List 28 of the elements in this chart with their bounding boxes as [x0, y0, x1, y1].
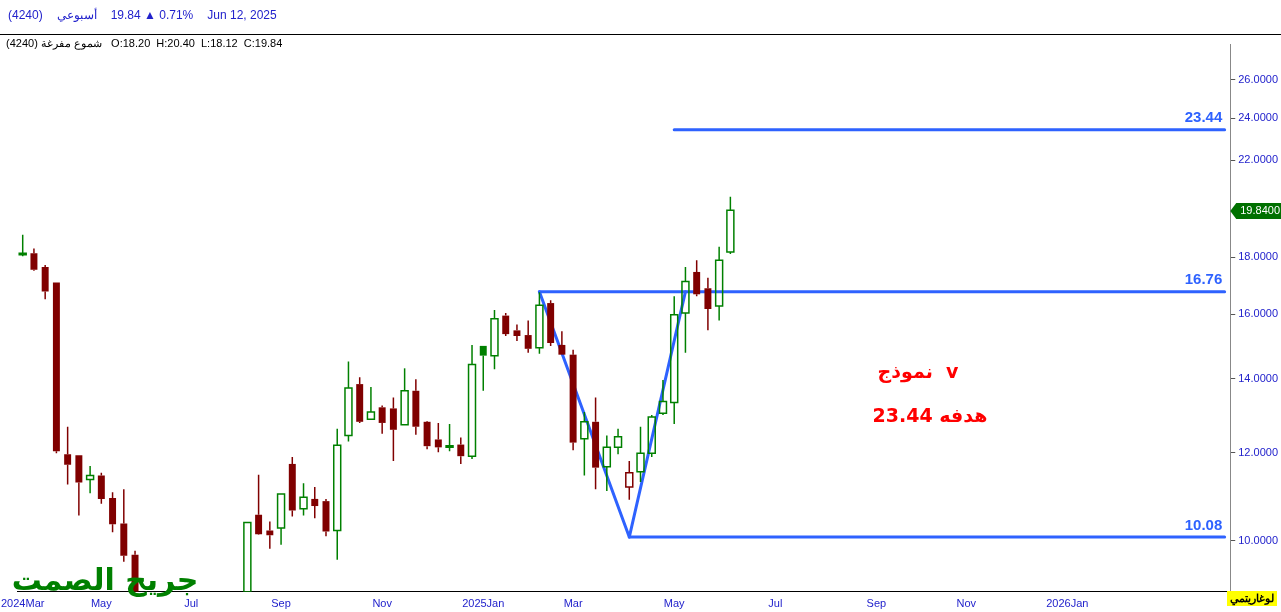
y-tick-label: 22.0000 [1238, 153, 1278, 166]
x-tick-label: Nov [372, 597, 393, 610]
y-tick-label: 12.0000 [1238, 445, 1278, 458]
text: 19.8400 [1240, 204, 1280, 217]
y-axis-title: لوغاريتمي [1227, 591, 1277, 606]
chart-subtitle: شموع مفرغة (4240) O:18.20 H:20.40 L:18.12 C:19.84 [6, 37, 283, 50]
x-tick-label: Jul [184, 597, 199, 610]
y-tick-label: 14.0000 [1238, 371, 1278, 384]
x-tick-label: 2025Jan [462, 597, 505, 610]
annotation: 16.76 [1184, 270, 1223, 288]
y-tick-label: 18.0000 [1238, 250, 1278, 263]
x-tick-label: Sep [271, 597, 291, 610]
x-tick-label: Nov [956, 597, 977, 610]
y-tick-label: 24.0000 [1238, 111, 1278, 124]
x-tick-label: May [663, 597, 686, 610]
annotation: هدفه 23.44 [872, 404, 988, 426]
annotation: نموذج v [877, 360, 960, 383]
y-tick-label: 10.0000 [1238, 533, 1278, 546]
annotation: 10.08 [1184, 515, 1223, 533]
x-tick-label: May [90, 597, 113, 610]
y-tick-label: 26.0000 [1238, 72, 1278, 85]
x-tick-label: 2024Mar [1, 597, 45, 610]
x-tick-label: Jul [768, 597, 783, 610]
x-tick-label: Mar [563, 597, 583, 610]
x-tick-label: 2026Jan [1046, 597, 1089, 610]
y-tick-label: 16.0000 [1238, 307, 1278, 320]
annotation: 23.44 [1184, 108, 1223, 126]
x-tick-label: Sep [866, 597, 887, 610]
